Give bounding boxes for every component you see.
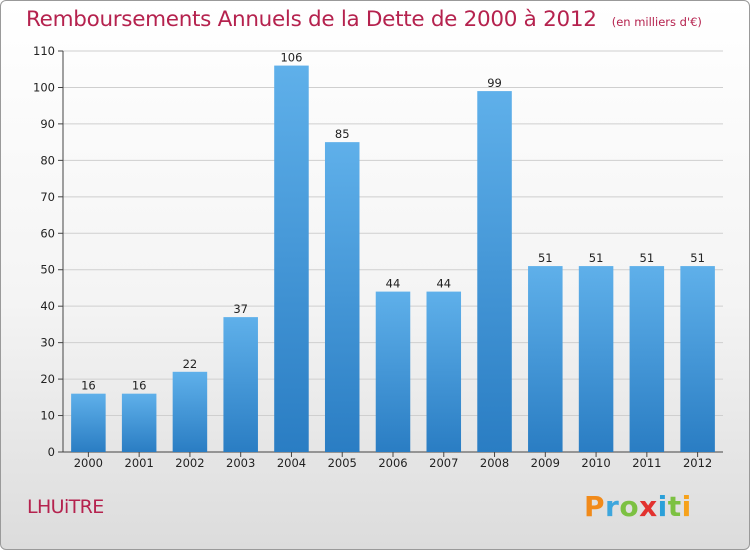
data-label: 99 xyxy=(487,76,502,90)
title-row: Remboursements Annuels de la Dette de 20… xyxy=(26,7,702,32)
logo-letter: i xyxy=(681,490,692,523)
y-tick-label: 30 xyxy=(40,336,55,350)
data-label: 44 xyxy=(436,277,451,291)
y-tick-label: 90 xyxy=(40,117,55,131)
bar xyxy=(629,266,665,452)
proxiti-logo: Proxiti xyxy=(584,490,692,523)
x-tick-label: 2012 xyxy=(683,456,712,470)
logo-letter: P xyxy=(584,490,606,523)
data-label: 51 xyxy=(538,251,553,265)
y-tick-label: 100 xyxy=(33,80,55,94)
y-tick-label: 10 xyxy=(40,409,55,423)
bar xyxy=(375,291,411,452)
bar xyxy=(578,266,614,452)
chart-subtitle: (en milliers d'€) xyxy=(611,15,702,29)
data-label: 22 xyxy=(183,357,198,371)
bar xyxy=(172,371,208,452)
data-label: 51 xyxy=(690,251,705,265)
town-name: LHUiTRE xyxy=(27,496,104,518)
x-tick-label: 2007 xyxy=(429,456,458,470)
y-tick-label: 80 xyxy=(40,153,55,167)
bar xyxy=(324,142,360,453)
bar xyxy=(71,393,106,452)
x-tick-label: 2000 xyxy=(74,456,103,470)
data-label: 16 xyxy=(132,379,147,393)
y-tick-label: 70 xyxy=(40,190,55,204)
x-tick-label: 2006 xyxy=(378,456,407,470)
y-tick-label: 50 xyxy=(40,263,55,277)
data-label: 51 xyxy=(589,251,604,265)
data-label: 44 xyxy=(386,277,401,291)
x-tick-label: 2005 xyxy=(328,456,357,470)
x-tick-label: 2001 xyxy=(125,456,154,470)
y-tick-label: 60 xyxy=(40,226,55,240)
x-tick-label: 2008 xyxy=(480,456,509,470)
bar xyxy=(477,91,512,452)
logo-letter: o xyxy=(619,490,640,523)
x-tick-label: 2004 xyxy=(277,456,306,470)
data-label: 106 xyxy=(280,51,302,65)
x-tick-label: 2010 xyxy=(581,456,610,470)
bar xyxy=(426,291,462,452)
x-tick-label: 2002 xyxy=(175,456,204,470)
bars xyxy=(71,65,715,453)
data-label: 16 xyxy=(81,379,96,393)
y-tick-label: 0 xyxy=(48,445,55,459)
data-label: 51 xyxy=(640,251,655,265)
y-tick-label: 110 xyxy=(33,44,55,58)
x-tick-label: 2003 xyxy=(226,456,255,470)
x-tick-label: 2009 xyxy=(531,456,560,470)
logo-letter: r xyxy=(605,490,620,523)
labels: 0 10 20 30 40 50 60 70 80 90 100 110 2000 16 2001 16 200… xyxy=(33,44,712,470)
bar xyxy=(680,266,715,452)
data-label: 37 xyxy=(233,302,248,316)
chart-title: Remboursements Annuels de la Dette de 20… xyxy=(26,7,597,32)
logo-letter: t xyxy=(667,490,682,523)
data-label: 85 xyxy=(335,127,350,141)
bar xyxy=(274,65,309,452)
y-tick-label: 20 xyxy=(40,372,55,386)
bar xyxy=(121,393,157,452)
bar xyxy=(223,317,258,452)
logo-letter: i xyxy=(657,490,668,523)
y-tick-label: 40 xyxy=(40,299,55,313)
x-tick-label: 2011 xyxy=(632,456,661,470)
logo-letter: x xyxy=(639,490,658,523)
bar xyxy=(528,266,563,452)
